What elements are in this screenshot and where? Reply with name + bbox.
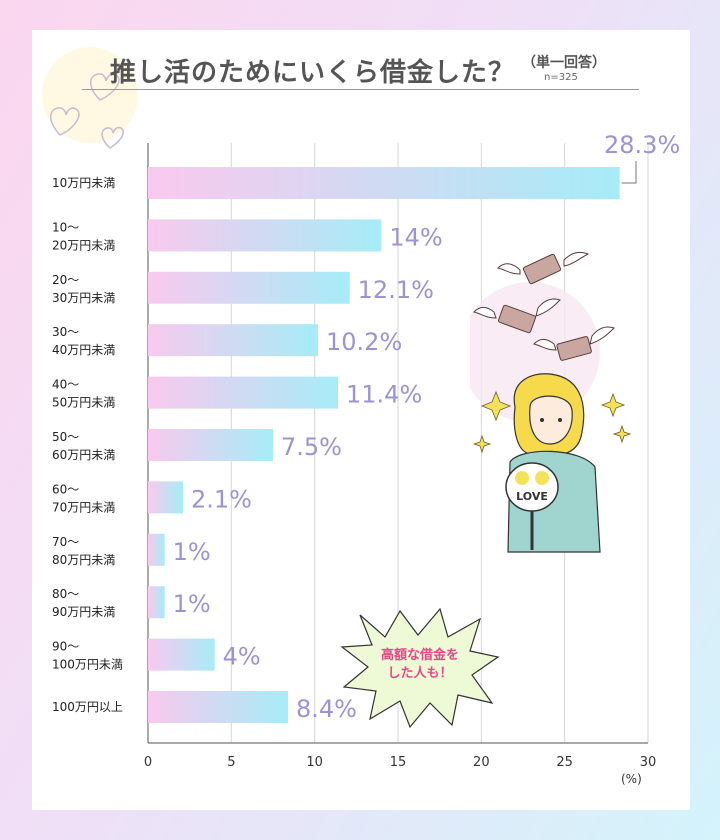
- x-tick-label: 20: [473, 755, 490, 770]
- chart-subtitle: （単一回答）: [522, 55, 606, 71]
- x-tick-label: 5: [227, 755, 235, 770]
- callout-text: 高額な借金を した人も！: [340, 647, 500, 683]
- value-label: 11.4%: [346, 381, 422, 409]
- callout-line-2: した人も！: [387, 666, 453, 681]
- callout-line-1: 高額な借金を: [380, 648, 459, 663]
- heart-doodle-decoration: [42, 47, 138, 149]
- value-label: 1%: [173, 590, 211, 618]
- title-underline: [82, 89, 639, 90]
- bar: [148, 533, 165, 566]
- x-tick-label: 15: [390, 755, 407, 770]
- bar: [148, 429, 273, 461]
- value-label: 7.5%: [281, 433, 342, 461]
- bar: [148, 481, 183, 514]
- category-label: 10万円未満: [52, 176, 115, 190]
- girl-with-fan-illustration: LOVE: [470, 251, 632, 553]
- bar: [148, 271, 350, 304]
- value-label: 28.3%: [604, 131, 680, 159]
- category-label: 50～ 60万円未満: [52, 430, 115, 462]
- value-label: 4%: [223, 643, 261, 671]
- value-label: 10.2%: [326, 328, 402, 356]
- callout-burst: [340, 607, 500, 729]
- sample-size: n=325: [544, 72, 578, 83]
- flying-money-icon: [473, 251, 615, 361]
- bar: [148, 376, 338, 409]
- chart-title: 推し活のためにいくら借金した？: [110, 58, 516, 88]
- value-label-leader: [621, 161, 637, 184]
- category-label: 10～ 20万円未満: [52, 220, 115, 252]
- category-label: 70～ 80万円未満: [52, 535, 115, 567]
- x-tick-label: 25: [556, 755, 573, 770]
- value-label: 8.4%: [296, 695, 357, 723]
- value-label: 1%: [173, 538, 211, 566]
- sparkle-icon: [472, 390, 632, 454]
- category-label: 30～ 40万円未満: [52, 325, 115, 357]
- x-tick-label: 10: [306, 755, 323, 770]
- category-label: 20～ 30万円未満: [52, 273, 115, 305]
- category-label: 40～ 50万円未満: [52, 378, 115, 410]
- bar: [148, 219, 382, 252]
- x-tick-label: 0: [144, 755, 152, 770]
- bar: [148, 324, 318, 357]
- category-label: 60～ 70万円未満: [52, 482, 115, 514]
- value-label: 2.1%: [191, 485, 252, 513]
- category-label: 80～ 90万円未満: [52, 587, 115, 619]
- value-label: 12.1%: [358, 276, 434, 304]
- x-axis-unit: (%): [621, 772, 642, 786]
- fan-text: LOVE: [516, 490, 548, 503]
- bar: [148, 638, 215, 671]
- x-tick-label: 30: [640, 755, 657, 770]
- category-label: 90～ 100万円未満: [52, 640, 123, 672]
- bar: [148, 167, 620, 199]
- value-label: 14%: [389, 223, 442, 251]
- category-label: 100万円以上: [52, 700, 123, 714]
- bar: [148, 586, 165, 619]
- bar: [148, 691, 288, 723]
